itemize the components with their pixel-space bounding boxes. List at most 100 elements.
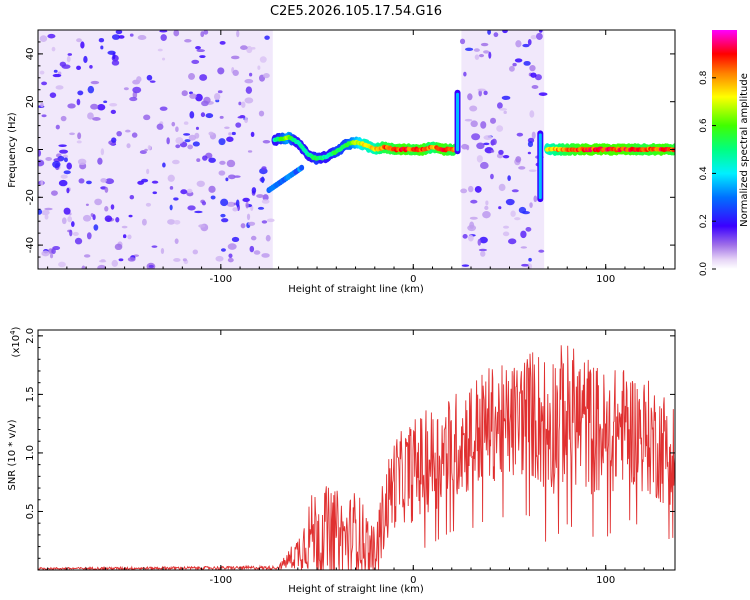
noise-blob (92, 117, 101, 121)
colorbar-tick-label: 0.8 (699, 70, 709, 85)
noise-blob (94, 198, 103, 206)
snr-frame (37, 329, 676, 571)
noise-blob (169, 185, 174, 190)
noise-blob (501, 95, 511, 100)
noise-blob (111, 60, 120, 66)
noise-blob (488, 51, 492, 59)
noise-blob (466, 144, 470, 151)
spike-0 (454, 89, 461, 155)
noise-blob (465, 47, 474, 51)
noise-blob (111, 137, 117, 143)
noise-blob (462, 234, 468, 239)
noise-blob (528, 257, 532, 262)
noise-blob (240, 223, 246, 229)
noise-blob (199, 74, 208, 81)
noise-blob (90, 80, 100, 85)
noise-blob (99, 259, 107, 263)
noise-blob (162, 57, 166, 61)
noise-blob (496, 125, 504, 132)
noise-blob (131, 132, 138, 138)
noise-blob (58, 261, 66, 268)
noise-blob (217, 67, 225, 75)
noise-blob (227, 257, 234, 263)
noise-blob (220, 248, 226, 252)
noise-blob (76, 38, 82, 43)
noise-blob (478, 54, 485, 58)
noise-blob (122, 234, 127, 239)
ridge-branch-point (299, 164, 305, 171)
noise-blob (502, 155, 510, 159)
noise-blob (523, 60, 531, 66)
noise-blob (502, 30, 508, 34)
noise-blob (137, 34, 147, 41)
noise-blob (480, 42, 489, 47)
noise-blob (160, 34, 167, 42)
noise-blob (66, 55, 71, 63)
noise-blob (478, 248, 488, 252)
noise-blob (228, 253, 233, 259)
noise-blob (531, 85, 539, 89)
noise-blob (245, 201, 249, 209)
noise-blob (198, 224, 206, 228)
noise-blob (201, 201, 207, 206)
noise-blob (104, 206, 109, 212)
noise-blob (261, 199, 270, 204)
noise-blob (111, 34, 121, 40)
noise-blob (232, 207, 238, 212)
noise-blob (203, 30, 209, 35)
noise-blob (41, 81, 48, 86)
noise-blob (172, 159, 180, 165)
y-tick-label: 0 (25, 146, 36, 152)
noise-blob (182, 258, 187, 262)
noise-blob (40, 102, 44, 108)
spike-inner (538, 133, 542, 200)
spectrogram-axes: -100 0 100 -40 -20 0 20 40 (25, 29, 675, 285)
noise-blob (208, 185, 216, 193)
noise-blob (51, 248, 56, 255)
noise-blob (251, 187, 257, 194)
noise-blob (468, 234, 474, 242)
noise-blob (520, 246, 528, 249)
noise-blob (210, 195, 216, 200)
noise-blob (534, 74, 542, 81)
noise-blob (231, 236, 240, 243)
noise-blob (264, 35, 270, 40)
noise-blob (110, 109, 117, 115)
y-tick-label: 2.0 (25, 328, 36, 344)
noise-blob (44, 207, 53, 211)
noise-blob (235, 199, 240, 208)
noise-blob (527, 38, 532, 46)
noise-blob (76, 65, 82, 71)
colorbar: 0.0 0.2 0.4 0.6 0.8 Normalized spectral ampl… (699, 30, 750, 276)
noise-blob (66, 187, 70, 194)
noise-blob (213, 92, 221, 101)
noise-blob (55, 124, 60, 130)
noise-blob (183, 121, 189, 125)
noise-blob (173, 219, 181, 225)
snr-y-label: SNR (10 * v/v) (7, 419, 18, 490)
noise-blob (167, 174, 175, 182)
noise-blob (461, 264, 470, 267)
noise-blob (173, 258, 181, 262)
noise-blob (200, 112, 206, 118)
noise-blob (187, 144, 194, 150)
noise-blob (63, 170, 71, 175)
noise-blob (126, 143, 131, 149)
noise-blob (41, 250, 50, 257)
noise-blob (219, 160, 226, 165)
noise-blob (490, 173, 494, 180)
noise-blob (525, 226, 532, 232)
noise-blob (205, 113, 214, 119)
noise-blob (498, 183, 506, 192)
noise-blob (118, 258, 124, 262)
noise-blob (44, 214, 49, 220)
noise-blob (511, 189, 519, 193)
x-tick-label: 100 (596, 274, 615, 285)
figure-title: C2E5.2026.105.17.54.G16 (270, 4, 442, 19)
noise-blob (52, 160, 61, 168)
noise-blob (469, 221, 475, 229)
noise-blob (512, 62, 517, 67)
x-tick-label: -100 (209, 575, 232, 586)
noise-blob (47, 33, 56, 39)
noise-blob (61, 217, 67, 225)
